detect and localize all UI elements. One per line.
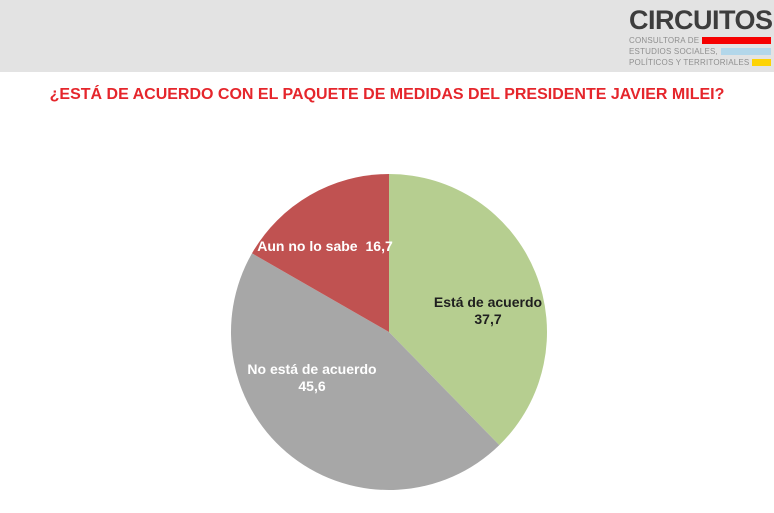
pie-slice-1 — [230, 253, 500, 491]
logo-name: CIRCUITOS — [629, 5, 773, 35]
logo-line-2-text: ESTUDIOS SOCIALES, — [629, 47, 718, 56]
pie-svg — [230, 174, 548, 491]
logo-line-3-text: POLÍTICOS Y TERRITORIALES — [629, 58, 750, 67]
logo-line-2: ESTUDIOS SOCIALES, — [629, 47, 771, 56]
circuitos-logo: CIRCUITOS CONSULTORA DE ESTUDIOS SOCIALE… — [629, 5, 773, 68]
logo-line-1-text: CONSULTORA DE — [629, 36, 700, 45]
slice-value: 16,7 — [365, 238, 393, 254]
pie-slice-2 — [252, 174, 389, 332]
logo-line-1: CONSULTORA DE — [629, 36, 771, 45]
pie-slice-0 — [389, 174, 548, 446]
slice-value: 45,6 — [298, 378, 326, 394]
chart-title: ¿ESTÁ DE ACUERDO CON EL PAQUETE DE MEDID… — [49, 86, 725, 103]
logo-yellow-bar — [752, 59, 771, 66]
slice-label-esta-de-acuerdo: Está de acuerdo 37,7 — [434, 294, 542, 328]
logo-blue-bar — [720, 48, 771, 55]
pie-chart: Está de acuerdo 37,7 No está de acuerdo … — [229, 172, 549, 492]
logo-line-3: POLÍTICOS Y TERRITORIALES — [629, 58, 771, 67]
header-banner: CIRCUITOS CONSULTORA DE ESTUDIOS SOCIALE… — [0, 0, 774, 72]
slice-value: 37,7 — [474, 311, 502, 327]
slice-label-text: Aun no lo sabe — [257, 238, 358, 254]
logo-red-bar — [702, 37, 771, 44]
slice-label-text: Está de acuerdo — [433, 294, 543, 310]
slice-label-text: No está de acuerdo — [247, 361, 377, 377]
slice-label-no-esta-de-acuerdo: No está de acuerdo 45,6 — [247, 361, 376, 395]
slice-label-aun-no-lo-sabe: Aun no lo sabe 16,7 — [257, 238, 392, 255]
